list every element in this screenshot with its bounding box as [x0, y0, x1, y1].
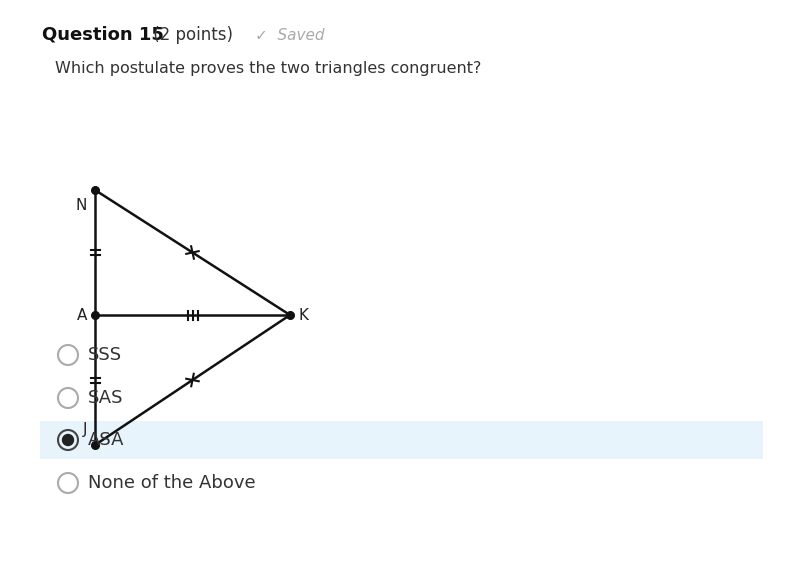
Text: Which postulate proves the two triangles congruent?: Which postulate proves the two triangles…: [55, 60, 482, 75]
Circle shape: [62, 434, 74, 445]
Text: J: J: [82, 422, 87, 437]
Text: ASA: ASA: [88, 431, 125, 449]
FancyBboxPatch shape: [40, 421, 763, 459]
Text: ✓  Saved: ✓ Saved: [255, 27, 325, 42]
Text: None of the Above: None of the Above: [88, 474, 256, 492]
Text: (2 points): (2 points): [148, 26, 233, 44]
Text: A: A: [77, 307, 87, 322]
Text: Question 15: Question 15: [42, 26, 164, 44]
Text: SAS: SAS: [88, 389, 123, 407]
Text: N: N: [76, 198, 87, 213]
Text: K: K: [298, 307, 308, 322]
Text: SSS: SSS: [88, 346, 122, 364]
